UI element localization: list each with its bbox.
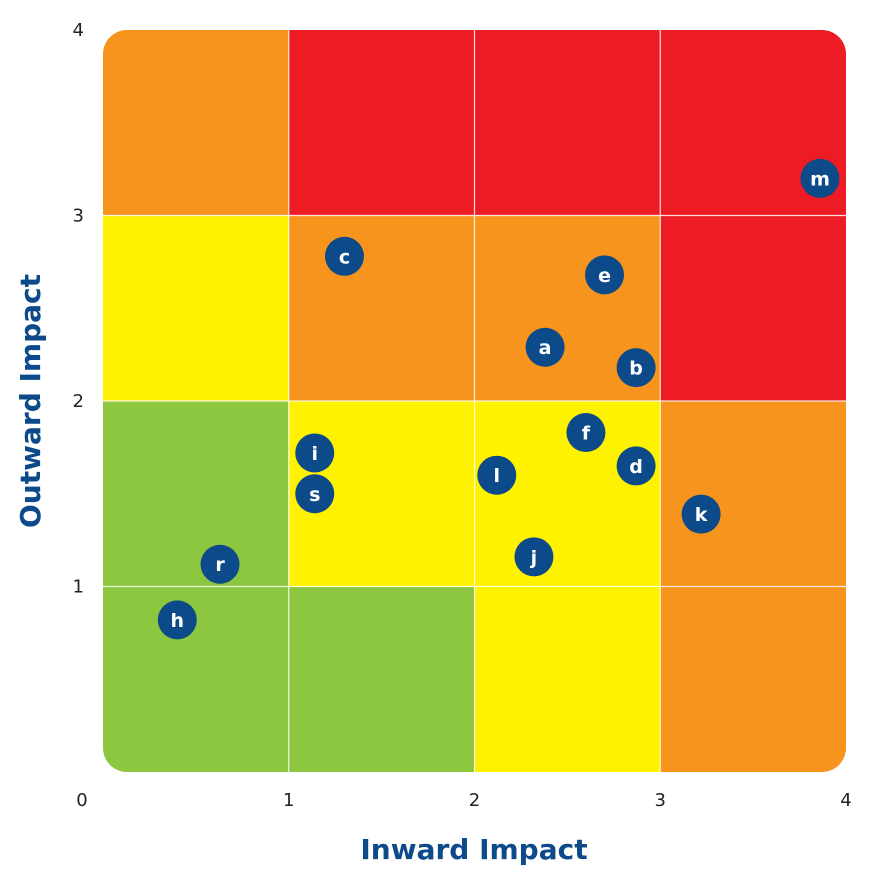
zone-red-r1-c3 (660, 215, 846, 401)
point-label: d (629, 456, 643, 478)
point-marker (681, 494, 721, 534)
point-marker (477, 455, 517, 495)
y-tick-label: 4 (73, 20, 84, 41)
point-label: r (215, 554, 225, 576)
y-tick-label: 2 (73, 391, 84, 412)
point-marker (157, 600, 197, 640)
y-tick-label: 1 (73, 577, 84, 598)
point-marker (200, 544, 240, 584)
point-label: c (339, 246, 350, 268)
zone-yellow-r3-c2 (474, 586, 661, 772)
zone-orange-r0-c0 (103, 30, 289, 216)
point-marker (616, 348, 656, 388)
data-point-h: h (157, 600, 197, 640)
zone-yellow-r1-c0 (103, 215, 289, 401)
zone-green-r3-c1 (288, 586, 475, 772)
point-label: h (171, 610, 185, 632)
zone-orange-r2-c3 (660, 401, 846, 587)
point-label: j (530, 547, 538, 569)
point-label: e (598, 265, 611, 287)
point-marker (295, 474, 335, 514)
zone-red-r0-c2 (474, 30, 661, 216)
data-point-m: m (800, 158, 840, 198)
point-label: b (629, 358, 643, 380)
point-marker (514, 537, 554, 577)
x-axis-ticks: 0 1 2 3 4 (76, 790, 851, 811)
data-point-r: r (200, 544, 240, 584)
point-label: i (311, 443, 318, 465)
zone-orange-r1-c1 (288, 215, 475, 401)
point-label: m (810, 168, 830, 190)
x-tick-label: 4 (840, 790, 851, 811)
zone-red-r0-c1 (288, 30, 475, 216)
data-point-j: j (514, 537, 554, 577)
point-label: k (695, 504, 708, 526)
zone-green-r2-c0 (103, 401, 289, 587)
point-marker (324, 236, 364, 276)
data-point-d: d (616, 446, 656, 486)
point-marker (525, 327, 565, 367)
point-label: f (582, 423, 591, 445)
data-point-e: e (585, 255, 625, 295)
y-axis-title: Outward Impact (14, 274, 47, 528)
x-tick-label: 0 (76, 790, 87, 811)
x-axis-title: Inward Impact (360, 833, 587, 866)
data-point-c: c (324, 236, 364, 276)
zone-orange-r3-c3 (660, 586, 846, 772)
data-point-b: b (616, 348, 656, 388)
risk-zones (103, 30, 846, 772)
data-point-l: l (477, 455, 517, 495)
point-marker (585, 255, 625, 295)
point-marker (616, 446, 656, 486)
data-point-i: i (295, 433, 335, 473)
x-tick-label: 2 (469, 790, 480, 811)
point-marker (800, 158, 840, 198)
y-tick-label: 3 (73, 206, 84, 227)
data-point-k: k (681, 494, 721, 534)
data-point-f: f (566, 413, 606, 453)
point-marker (566, 413, 606, 453)
y-axis-ticks: 1 2 3 4 (73, 20, 84, 598)
x-tick-label: 3 (655, 790, 666, 811)
data-point-a: a (525, 327, 565, 367)
x-tick-label: 1 (283, 790, 294, 811)
gridlines (103, 30, 846, 772)
point-label: s (309, 484, 320, 506)
point-label: l (494, 465, 501, 487)
data-point-s: s (295, 474, 335, 514)
data-points: m c e a b f i d l s k j r h (157, 158, 840, 640)
point-marker (295, 433, 335, 473)
point-label: a (539, 337, 552, 359)
